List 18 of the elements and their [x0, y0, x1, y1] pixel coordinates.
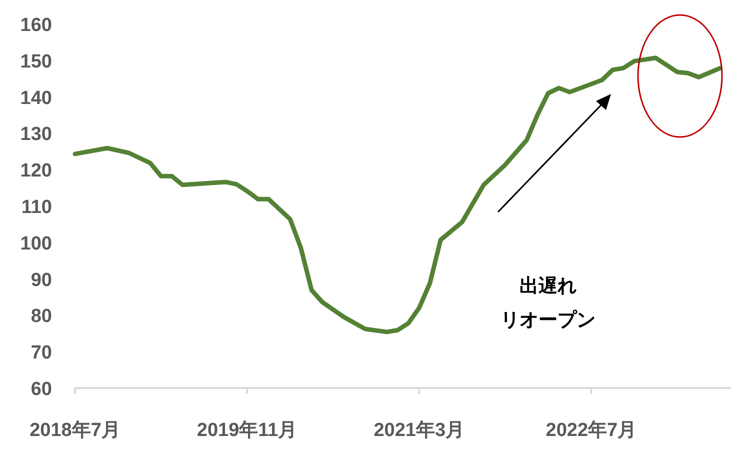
y-tick-label: 100	[20, 233, 52, 254]
y-tick-label: 130	[20, 124, 52, 146]
x-tick-label: 2021年3月	[374, 420, 465, 441]
y-tick-label: 70	[30, 342, 52, 364]
y-tick-label: 110	[21, 197, 52, 218]
y-tick-label: 160	[20, 15, 52, 36]
x-tick-label: 2022年7月	[546, 420, 637, 441]
y-tick-label: 140	[20, 88, 52, 109]
y-tick-label: 120	[20, 160, 52, 182]
y-tick-label: 80	[30, 306, 52, 328]
y-tick-label: 90	[30, 270, 52, 291]
y-tick-label: 150	[20, 51, 52, 72]
line-series	[72, 56, 722, 334]
x-tick-label: 2019年11月	[196, 420, 298, 441]
y-tick-label: 60	[30, 379, 52, 400]
x-tick-label: 2018年7月	[30, 420, 120, 441]
annotation: 出遅れ	[520, 275, 576, 297]
annotation: リオープン	[500, 309, 596, 331]
